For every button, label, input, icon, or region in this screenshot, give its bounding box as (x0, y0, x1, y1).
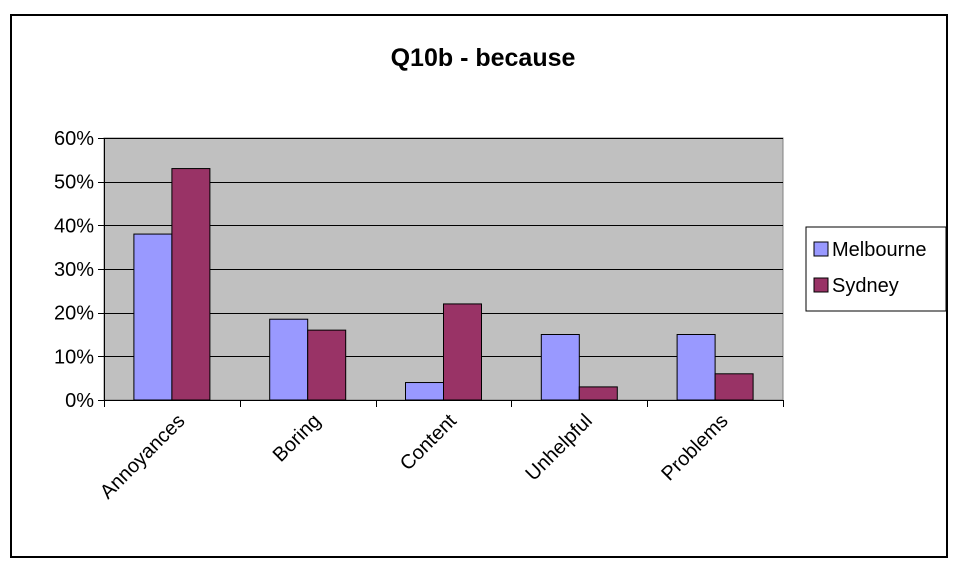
bar-sydney-boring (307, 329, 347, 401)
x-tick-label: Problems (657, 410, 732, 485)
y-axis-tick-labels: 0% 10% 20% 30% 40% 50% 60% (54, 128, 94, 412)
y-tick-label: 10% (54, 346, 94, 368)
bar-melbourne-content (405, 382, 444, 401)
legend-swatch-sydney (813, 277, 829, 293)
x-tick-label: Unhelpful (522, 410, 597, 485)
bar-sydney-annoyances (171, 168, 211, 401)
x-tick-label: Boring (269, 410, 325, 466)
legend-label-melbourne: Melbourne (832, 239, 927, 261)
x-tick-label: Annoyances (96, 410, 189, 503)
x-tick-label: Content (396, 410, 461, 475)
legend: Melbourne Sydney (805, 226, 947, 312)
bars (133, 168, 754, 401)
y-tick-label: 30% (54, 259, 94, 281)
axes (98, 138, 784, 407)
legend-label-sydney: Sydney (832, 275, 899, 297)
chart-title: Q10b - because (391, 44, 576, 72)
bar-melbourne-boring (269, 318, 309, 401)
bar-sydney-content (443, 303, 482, 401)
y-tick-label: 20% (54, 303, 94, 325)
bar-melbourne-problems (676, 334, 716, 401)
y-tick-label: 60% (54, 128, 94, 150)
bar-melbourne-unhelpful (540, 334, 580, 401)
bar-sydney-unhelpful (578, 386, 618, 401)
bar-melbourne-annoyances (133, 233, 173, 401)
legend-swatch-melbourne (813, 241, 829, 257)
x-axis-tick-labels: Annoyances Boring Content Unhelpful Problems (96, 410, 733, 504)
legend-box (805, 226, 947, 312)
y-tick-label: 40% (54, 215, 94, 237)
y-tick-label: 0% (65, 390, 94, 412)
y-tick-label: 50% (54, 172, 94, 194)
bar-sydney-problems (714, 373, 754, 401)
